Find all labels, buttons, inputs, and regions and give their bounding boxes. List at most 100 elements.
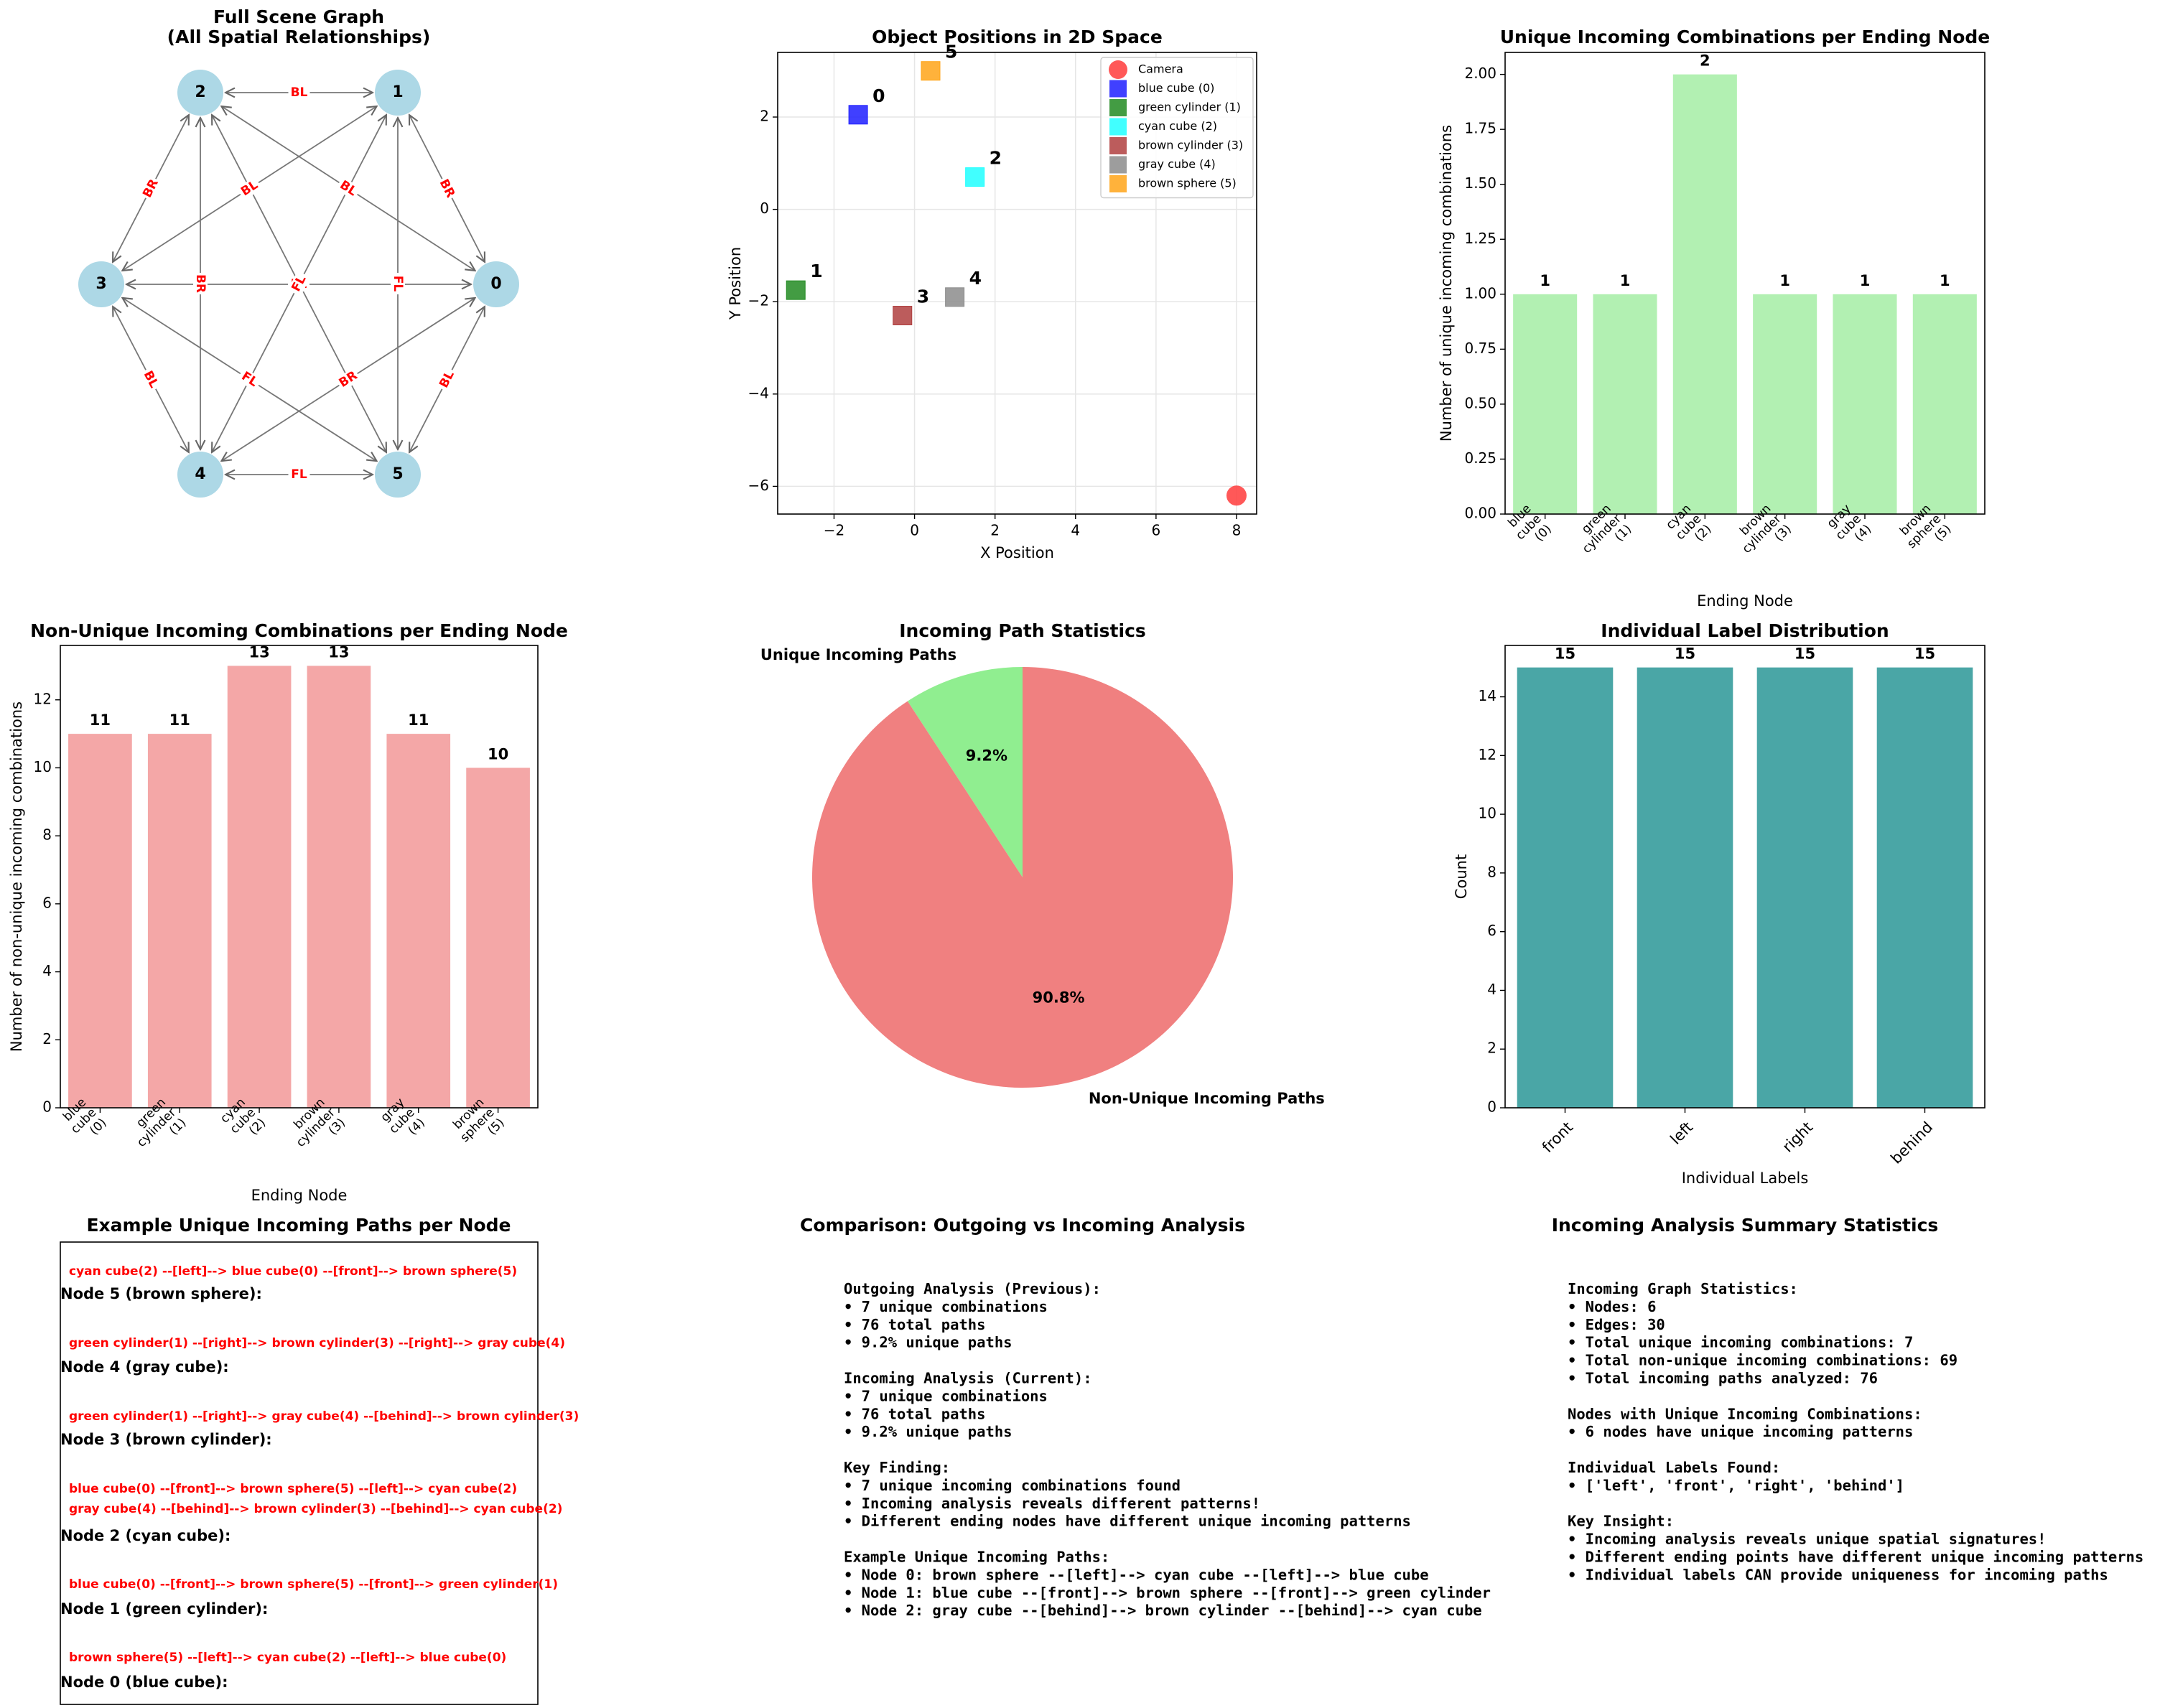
chart-title: Unique Incoming Combinations per Ending … [1500,27,1990,47]
bar [1637,667,1733,1108]
y-tick-label: 0.00 [1464,505,1496,522]
panel-text-line: • Nodes: 6 [1568,1298,1656,1315]
bar [1672,74,1737,515]
example-path: blue cube(0) --[front]--> brown sphere(5… [69,1577,558,1592]
scene-graph-panel: Full Scene Graph(All Spatial Relationshi… [78,6,519,498]
summary-statistics-panel: Incoming Analysis Summary Statistics Inco… [1552,1215,2144,1583]
panel-text-line: • Node 2: gray cube --[behind]--> brown … [844,1602,1482,1619]
example-node-heading: Node 2 (cyan cube): [60,1527,231,1544]
example-node-heading: Node 5 (brown sphere): [60,1285,262,1302]
legend-label: gray cube (4) [1138,157,1216,171]
edge-label-bg [236,367,263,392]
bar-value-label: 15 [1794,645,1815,663]
graph-node-label: 5 [392,465,403,483]
panel-text-line: • Total non-unique incoming combinations… [1568,1352,1958,1369]
example-node-heading: Node 0 (blue cube): [60,1674,228,1691]
y-tick-label: 1.75 [1464,120,1496,137]
graph-node-3 [78,261,124,307]
example-path: cyan cube(2) --[left]--> blue cube(0) --… [69,1264,517,1279]
edge-label-bg [236,176,263,201]
edge-label: FL [391,276,405,292]
graph-node-1 [375,70,421,116]
bar [227,666,292,1108]
graph-node-label: 4 [195,465,205,483]
legend-label: green cylinder (1) [1138,101,1241,114]
y-tick-label: 10 [1479,805,1496,822]
panel-text-line: Outgoing Analysis (Previous): [844,1280,1101,1297]
axes-frame [60,645,539,1109]
bar-value-label: 1 [1540,272,1550,289]
bar-value-label: 13 [328,643,349,661]
scatter-point [945,287,965,307]
y-tick-label: 1.00 [1464,284,1496,302]
legend-label: brown cylinder (3) [1138,139,1243,152]
bar [1876,667,1973,1108]
bar [386,734,451,1108]
panel-text-line: • 9.2% unique paths [844,1334,1012,1351]
y-tick-label: 0 [1487,1098,1496,1116]
panel-text-line: • 7 unique combinations [844,1387,1048,1404]
pie-label: Unique Incoming Paths [760,646,956,663]
axes-frame [777,52,1257,515]
x-tick-label: 2 [990,522,1000,539]
pie-slice [907,667,1023,877]
chart-title: Non-Unique Incoming Combinations per End… [30,620,568,641]
pie-slice [811,667,1233,1088]
legend-marker [1109,156,1127,174]
bar-value-label: 10 [488,745,508,762]
edge-label-bg [193,273,208,294]
bar-value-label: 15 [1914,645,1935,663]
x-axis-label: Ending Node [1697,592,1793,610]
panel-text-line: • Total unique incoming combinations: 7 [1568,1334,1913,1351]
panel-text-line: • 76 total paths [844,1316,985,1333]
graph-node-4 [177,452,223,498]
legend-label: blue cube (0) [1138,81,1214,95]
x-tick-label: front [1539,1119,1576,1156]
example-path: green cylinder(1) --[right]--> gray cube… [69,1409,579,1424]
bar [1912,294,1977,514]
nonunique-incoming-bar-panel: Non-Unique Incoming Combinations per End… [8,620,568,1204]
bar [1517,667,1614,1108]
edge-label-bg [287,271,311,297]
legend-marker [1109,99,1127,116]
pie-pct-label: 9.2% [966,747,1007,764]
example-path: blue cube(0) --[front]--> brown sphere(5… [69,1482,517,1496]
example-path: green cylinder(1) --[right]--> brown cyl… [69,1336,565,1350]
legend-label: cyan cube (2) [1138,119,1217,133]
x-tick-label: 4 [1071,522,1080,539]
legend-label: brown sphere (5) [1138,177,1237,190]
label-distribution-bar-panel: Individual Label Distribution 15 front 15 le… [1453,620,1986,1187]
y-axis-label: Count [1453,854,1470,899]
panel-text-line: • Individual labels CAN provide uniquene… [1568,1566,2108,1583]
x-axis-label: X Position [980,544,1054,561]
panel-text-line: Incoming Graph Statistics: [1568,1280,1798,1297]
bar [1833,294,1897,514]
x-tick-label: 8 [1232,522,1242,539]
panel-text-line: • Different ending nodes have different … [844,1513,1411,1530]
bar-value-label: 1 [1940,272,1950,289]
example-node-heading: Node 3 (brown cylinder): [60,1431,272,1448]
bar [1753,294,1817,514]
panel-frame [60,1241,539,1705]
graph-node-label: 1 [392,83,403,101]
axes-frame [1504,52,1986,515]
bar-value-label: 11 [408,711,429,729]
panel-text-line: • Total incoming paths analyzed: 76 [1568,1370,1878,1387]
bar [1756,667,1853,1108]
y-tick-label: 0.25 [1464,449,1496,467]
unique-incoming-bar-panel: Unique Incoming Combinations per Ending … [1438,27,1990,610]
edge-label-bg [139,366,162,393]
legend-label: Camera [1138,62,1183,76]
edge-label-bg [391,273,405,294]
comparison-panel: Comparison: Outgoing vs Incoming Analysi… [800,1215,1491,1619]
edge-label-bg [335,176,362,201]
scatter-point [1226,485,1247,506]
pie-label: Non-Unique Incoming Paths [1089,1090,1325,1107]
graph-node-5 [375,452,421,498]
y-tick-label: 6 [42,894,52,911]
bar [147,734,212,1108]
y-tick-label: 4 [1487,981,1496,998]
chart-title: Incoming Path Statistics [899,620,1146,641]
panel-text-line: • 7 unique combinations [844,1298,1048,1315]
panel-text-line: • ['left', 'front', 'right', 'behind'] [1568,1477,1904,1494]
